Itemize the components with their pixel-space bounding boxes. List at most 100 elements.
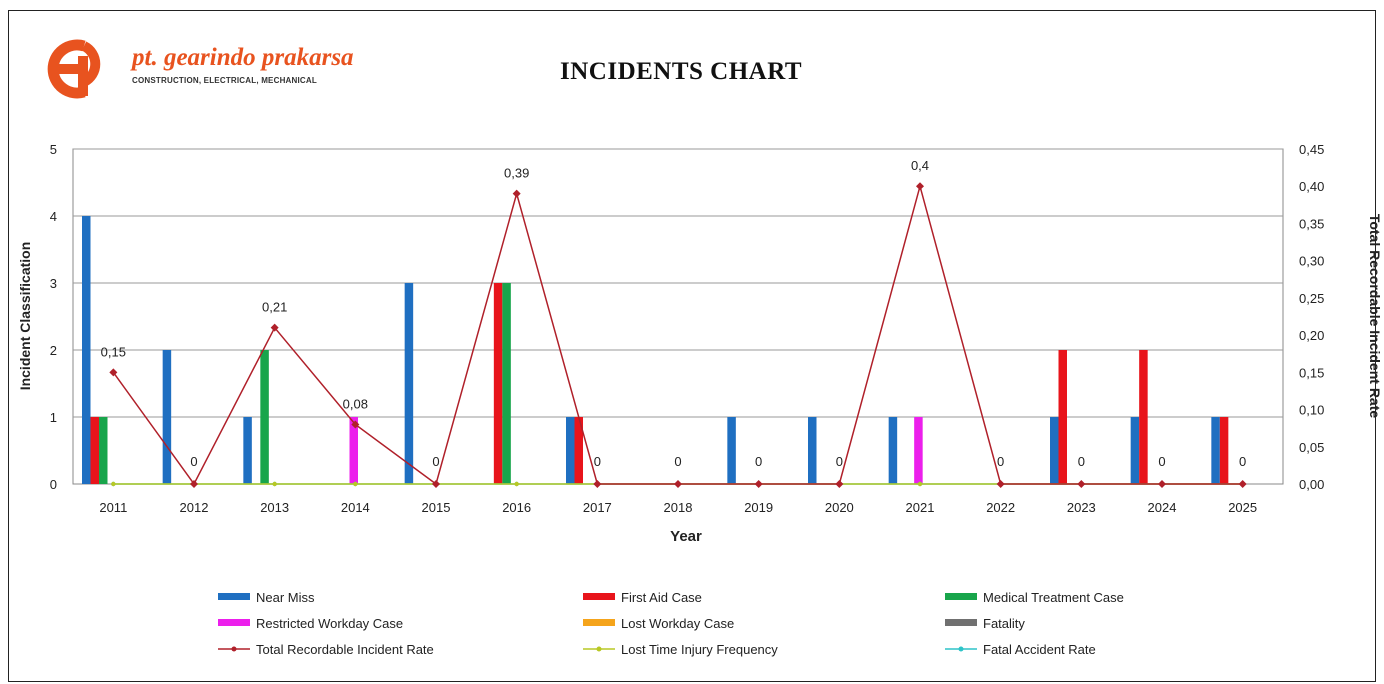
point-trir <box>270 323 279 332</box>
point-trir <box>754 480 763 488</box>
legend-swatch-medical-treatment-case <box>945 593 977 600</box>
bar-near-miss <box>1130 417 1140 484</box>
x-tick-label: 2011 <box>99 500 127 515</box>
x-tick-label: 2014 <box>341 500 370 515</box>
point-trir <box>835 480 844 488</box>
chart-frame <box>8 10 1376 682</box>
legend: Near Miss First Aid Case Medical Treatment… <box>218 590 1124 657</box>
x-tick-label: 2016 <box>502 500 531 515</box>
data-label-trir: 0,21 <box>262 300 287 315</box>
legend-label-lost-time-injury-frequency: Lost Time Injury Frequency <box>621 642 778 657</box>
y2-tick-label: 0,35 <box>1299 216 1324 231</box>
bar-medical-treatment-case <box>502 283 511 484</box>
x-tick-label: 2015 <box>422 500 451 515</box>
point-trir <box>351 420 360 429</box>
bar-near-miss <box>566 417 575 484</box>
data-label-trir: 0 <box>1078 454 1085 469</box>
legend-label-fatal-accident-rate: Fatal Accident Rate <box>983 642 1096 657</box>
legend-label-first-aid-case: First Aid Case <box>621 590 702 605</box>
legend-label-medical-treatment-case: Medical Treatment Case <box>983 590 1124 605</box>
bar-restricted-workday-case <box>914 417 923 484</box>
legend-label-total-recordable-incident-rate: Total Recordable Incident Rate <box>256 642 434 657</box>
legend-marker-lost-time-injury-frequency <box>596 646 602 652</box>
gp-logo-mark-icon <box>47 39 101 99</box>
bar-medical-treatment-case <box>99 417 108 484</box>
x-tick-label: 2021 <box>906 500 935 515</box>
y-tick-label: 5 <box>50 142 57 157</box>
data-label-trir: 0,15 <box>101 344 126 359</box>
legend-marker-fatal-accident-rate <box>958 646 964 652</box>
y-tick-label: 3 <box>50 276 57 291</box>
legend-swatch-near-miss <box>218 593 250 600</box>
legend-label-lost-workday-case: Lost Workday Case <box>621 616 734 631</box>
bar-near-miss <box>1211 417 1220 484</box>
legend-swatch-first-aid-case <box>583 593 615 600</box>
x-axis-label: Year <box>670 528 702 545</box>
bar-near-miss <box>888 417 898 484</box>
data-label-trir: 0 <box>674 454 681 469</box>
bar-near-miss <box>727 417 736 484</box>
x-tick-label: 2023 <box>1067 500 1096 515</box>
y-tick-label: 4 <box>50 209 57 224</box>
bar-near-miss <box>82 216 91 484</box>
y-tick-label: 1 <box>50 410 57 425</box>
point-trir <box>916 182 924 191</box>
point-trir <box>1077 480 1086 488</box>
bar-first-aid-case <box>1219 417 1229 484</box>
legend-marker-total-recordable-incident-rate <box>231 646 237 652</box>
company-name: pt. gearindo prakarsa <box>132 44 354 71</box>
data-label-trir: 0 <box>836 454 843 469</box>
bar-near-miss <box>808 417 817 484</box>
x-tick-label: 2020 <box>825 500 854 515</box>
y-tick-label: 2 <box>50 343 57 358</box>
point-trir <box>109 368 118 377</box>
point-trir <box>432 480 440 488</box>
point-trir <box>512 189 521 198</box>
company-tagline: CONSTRUCTION, ELECTRICAL, MECHANICAL <box>132 76 317 85</box>
bar-first-aid-case <box>574 417 583 484</box>
data-label-trir: 0,08 <box>343 396 368 411</box>
bar-near-miss <box>404 283 414 484</box>
x-tick-label: 2019 <box>744 500 773 515</box>
company-logo: pt. gearindo prakarsa CONSTRUCTION, ELEC… <box>40 38 400 99</box>
point-lost-time-injury-frequency <box>353 481 358 487</box>
bar-restricted-workday-case <box>349 417 358 484</box>
point-lost-time-injury-frequency <box>514 481 519 487</box>
point-lost-time-injury-frequency <box>272 481 277 487</box>
point-trir <box>996 480 1005 488</box>
x-tick-label: 2025 <box>1228 500 1257 515</box>
x-tick-label: 2013 <box>260 500 289 515</box>
data-label-trir: 0 <box>755 454 762 469</box>
data-label-trir: 0 <box>1239 454 1246 469</box>
bar-series <box>82 216 1229 484</box>
legend-label-near-miss: Near Miss <box>256 590 315 605</box>
point-trir <box>674 480 682 488</box>
point-trir <box>190 480 198 488</box>
line-total-recordable-incident-rate <box>112 183 1243 486</box>
y2-tick-label: 0,15 <box>1299 365 1324 380</box>
y2-tick-label: 0,20 <box>1299 328 1324 343</box>
data-label-trir: 0,39 <box>504 166 529 181</box>
bar-first-aid-case <box>1139 350 1148 484</box>
y2-tick-label: 0,30 <box>1299 254 1324 269</box>
legend-swatch-fatality <box>945 619 977 626</box>
bar-first-aid-case <box>493 283 503 484</box>
data-label-trir: 0,4 <box>911 158 929 173</box>
y2-tick-label: 0,40 <box>1299 179 1324 194</box>
bar-first-aid-case <box>1058 350 1067 484</box>
bar-near-miss <box>1050 417 1059 484</box>
x-tick-label: 2024 <box>1148 500 1177 515</box>
chart-title: INCIDENTS CHART <box>560 58 803 85</box>
x-tick-label: 2012 <box>180 500 209 515</box>
axes: 0 1 2 3 4 5 0,00 0,05 0,10 0,15 0,20 0,25 0,30 0,35 0,… <box>50 142 1325 515</box>
y2-tick-label: 0,25 <box>1299 291 1324 306</box>
grid-lines <box>72 148 1284 485</box>
point-trir <box>1238 480 1247 488</box>
line-series: 0,15 0 0,21 0,08 0 0,39 0 0 0 0 0,4 0 0 0 0 <box>101 158 1247 488</box>
data-label-trir: 0 <box>432 454 439 469</box>
y2-tick-label: 0,05 <box>1299 440 1324 455</box>
point-trir <box>593 480 602 488</box>
bar-first-aid-case <box>90 417 99 484</box>
point-lost-time-injury-frequency <box>111 481 116 487</box>
